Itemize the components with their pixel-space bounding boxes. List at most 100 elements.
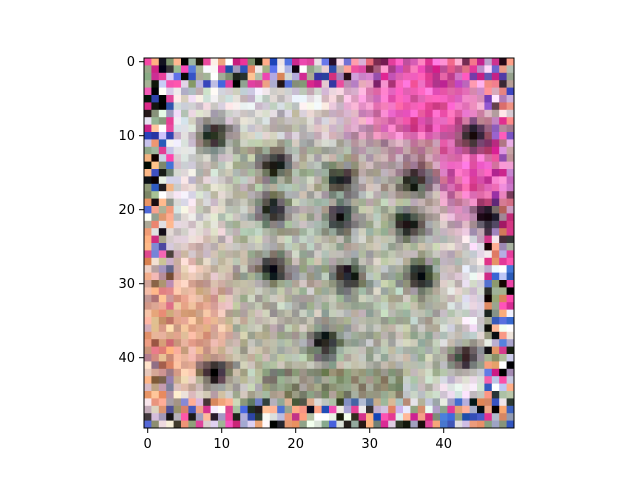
image-pixel: [373, 331, 382, 340]
image-pixel: [292, 287, 300, 296]
image-pixel: [447, 257, 456, 266]
image-pixel: [351, 309, 359, 318]
image-pixel: [218, 302, 226, 310]
image-pixel: [314, 324, 322, 333]
image-pixel: [447, 280, 456, 288]
image-pixel: [292, 294, 300, 303]
image-pixel: [351, 354, 359, 362]
image-pixel: [388, 346, 396, 355]
image-pixel: [284, 117, 293, 125]
image-pixel: [292, 109, 300, 118]
image-pixel: [269, 309, 278, 318]
image-pixel: [336, 265, 345, 273]
image-pixel: [462, 132, 470, 140]
image-pixel: [499, 132, 507, 140]
image-pixel: [462, 331, 470, 340]
image-pixel: [351, 176, 359, 185]
image-pixel: [218, 117, 226, 125]
image-pixel: [491, 213, 500, 222]
image-pixel: [447, 405, 456, 414]
image-pixel: [417, 265, 426, 273]
image-pixel: [210, 287, 219, 296]
image-pixel: [410, 146, 419, 155]
image-pixel: [181, 331, 189, 340]
image-pixel: [269, 250, 278, 259]
image-pixel: [506, 361, 515, 370]
image-pixel: [380, 65, 389, 74]
image-pixel: [158, 109, 167, 118]
image-pixel: [262, 420, 271, 429]
image-pixel: [158, 80, 167, 88]
image-pixel: [462, 413, 470, 421]
image-pixel: [410, 413, 419, 421]
image-pixel: [218, 405, 226, 414]
image-pixel: [454, 250, 463, 259]
image-pixel: [425, 354, 433, 362]
image-pixel: [203, 228, 211, 236]
image-pixel: [203, 243, 211, 251]
image-pixel: [410, 228, 419, 236]
image-pixel: [410, 354, 419, 362]
image-pixel: [447, 72, 456, 81]
image-pixel: [144, 317, 152, 325]
image-pixel: [151, 161, 160, 170]
image-pixel: [425, 398, 433, 407]
image-pixel: [380, 280, 389, 288]
image-pixel: [462, 206, 470, 214]
image-pixel: [284, 243, 293, 251]
image-pixel: [232, 317, 241, 325]
image-pixel: [292, 146, 300, 155]
image-pixel: [403, 257, 411, 266]
image-pixel: [432, 87, 441, 96]
image-pixel: [380, 272, 389, 281]
image-pixel: [484, 161, 493, 170]
image-pixel: [462, 405, 470, 414]
image-pixel: [210, 309, 219, 318]
image-pixel: [343, 257, 352, 266]
image-pixel: [454, 272, 463, 281]
image-pixel: [440, 124, 448, 133]
image-pixel: [321, 58, 330, 66]
image-pixel: [203, 317, 211, 325]
image-pixel: [469, 235, 478, 244]
image-pixel: [403, 280, 411, 288]
image-pixel: [336, 331, 345, 340]
image-pixel: [447, 235, 456, 244]
image-pixel: [151, 309, 160, 318]
image-pixel: [491, 95, 500, 103]
image-pixel: [218, 413, 226, 421]
image-pixel: [269, 346, 278, 355]
image-pixel: [262, 72, 271, 81]
image-pixel: [506, 169, 515, 177]
image-pixel: [232, 220, 241, 229]
image-pixel: [380, 161, 389, 170]
image-pixel: [506, 383, 515, 392]
image-pixel: [469, 228, 478, 236]
image-pixel: [380, 405, 389, 414]
image-pixel: [366, 228, 374, 236]
image-pixel: [232, 161, 241, 170]
image-pixel: [366, 413, 374, 421]
image-pixel: [277, 420, 285, 429]
image-pixel: [373, 117, 382, 125]
image-pixel: [351, 265, 359, 273]
image-pixel: [380, 294, 389, 303]
image-pixel: [181, 213, 189, 222]
image-pixel: [380, 124, 389, 133]
image-pixel: [388, 220, 396, 229]
image-pixel: [410, 183, 419, 192]
image-pixel: [491, 183, 500, 192]
image-pixel: [366, 183, 374, 192]
image-pixel: [225, 405, 234, 414]
image-pixel: [188, 272, 197, 281]
image-pixel: [329, 132, 337, 140]
image-pixel: [269, 420, 278, 429]
image-pixel: [158, 191, 167, 199]
image-pixel: [366, 368, 374, 377]
image-pixel: [329, 354, 337, 362]
image-pixel: [343, 272, 352, 281]
image-pixel: [373, 317, 382, 325]
image-pixel: [343, 102, 352, 111]
image-pixel: [188, 176, 197, 185]
image-pixel: [477, 206, 485, 214]
